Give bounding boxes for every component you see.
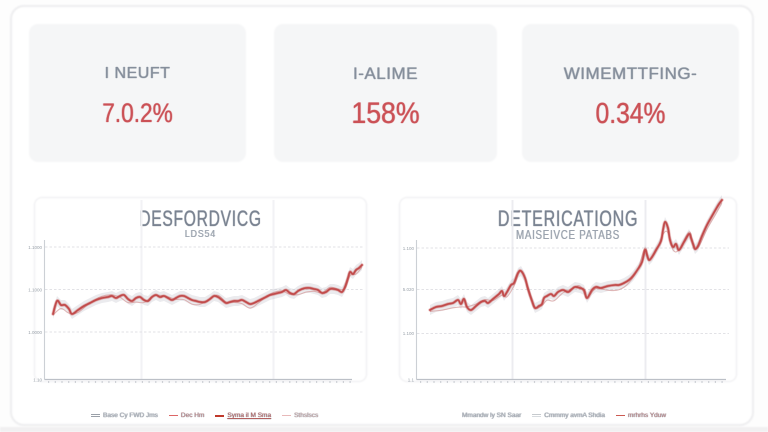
svg-text:1.1: 1.1 bbox=[408, 378, 415, 383]
svg-text:1.10: 1.10 bbox=[33, 378, 42, 383]
svg-text:1.1000: 1.1000 bbox=[28, 288, 42, 293]
svg-text:1.0000: 1.0000 bbox=[28, 330, 42, 335]
svg-text:1.100: 1.100 bbox=[403, 246, 415, 251]
svg-text:5.020: 5.020 bbox=[403, 287, 415, 292]
svg-text:1.1000: 1.1000 bbox=[28, 245, 42, 250]
svg-text:1.100: 1.100 bbox=[403, 331, 415, 336]
